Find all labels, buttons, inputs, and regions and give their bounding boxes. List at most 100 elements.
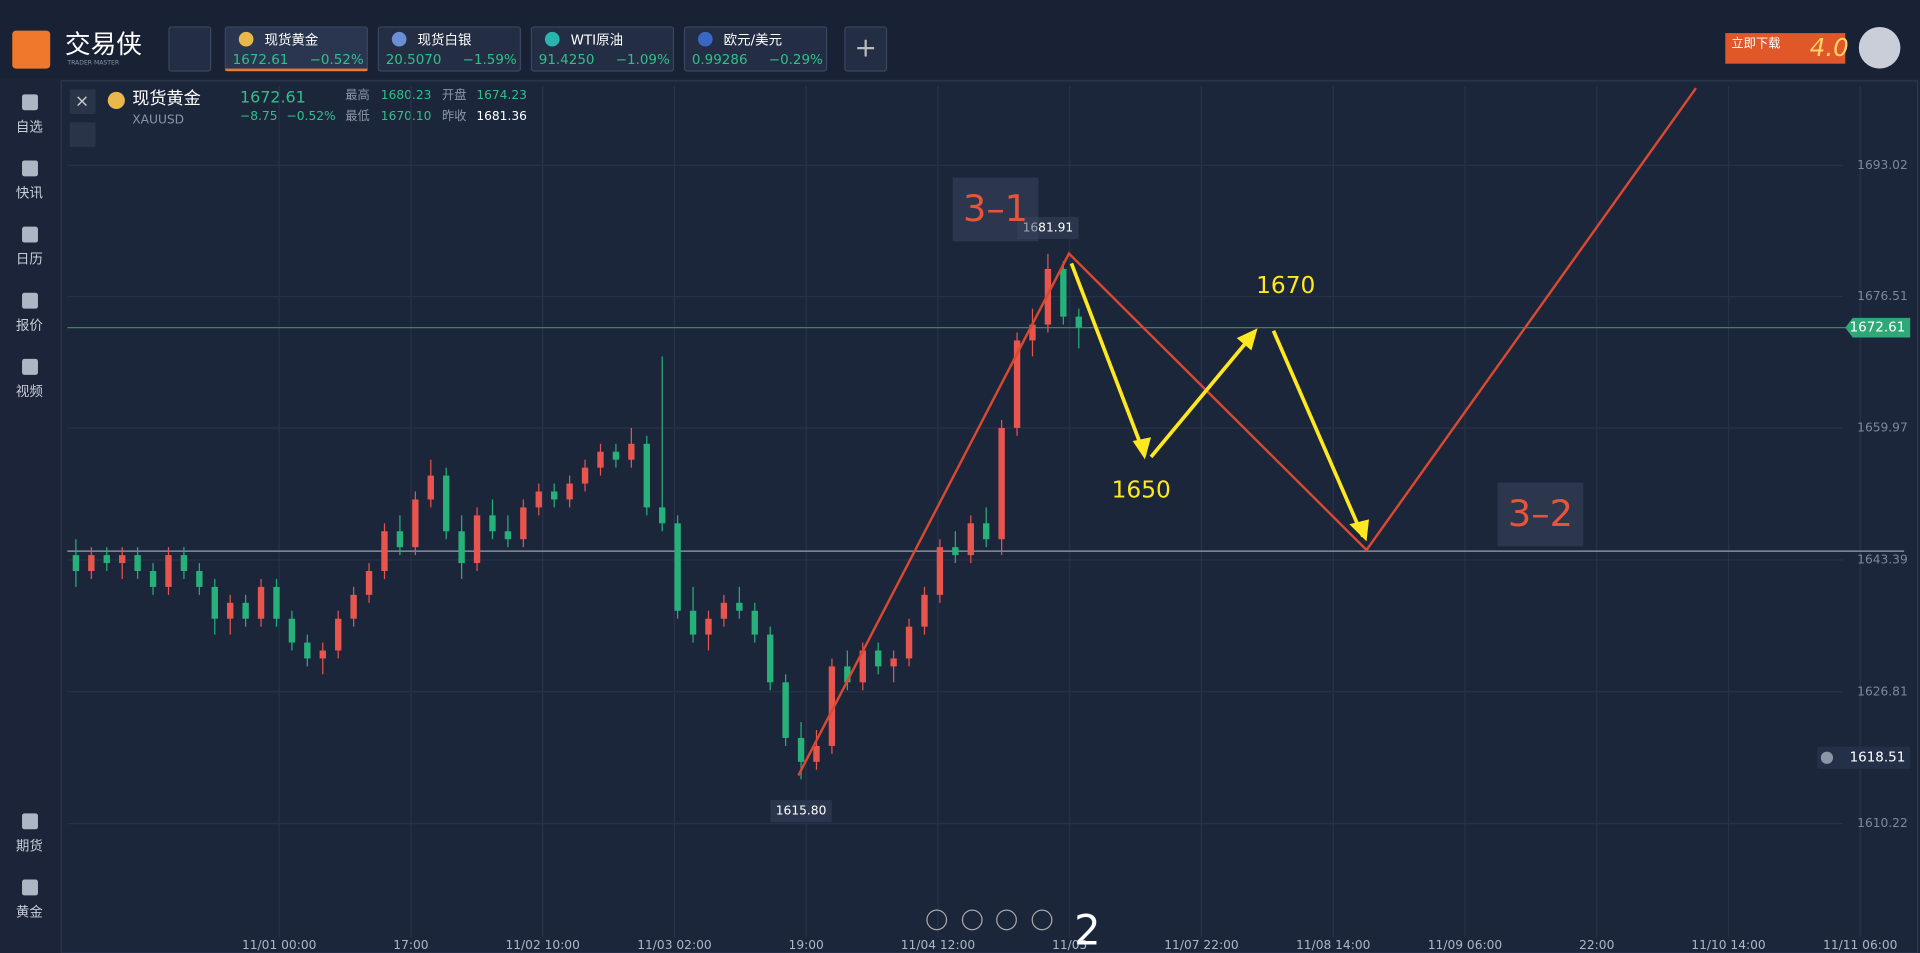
- label: 最高: [345, 87, 369, 102]
- change-pct: −0.52%: [287, 109, 336, 123]
- candle-body: [1060, 268, 1067, 317]
- candle-body: [782, 682, 789, 738]
- candle-body: [566, 483, 573, 500]
- value: 1674.23: [476, 88, 527, 102]
- y-tick-label: 1693.02: [1857, 158, 1908, 172]
- x-tick-label: 11/08 14:00: [1296, 938, 1370, 952]
- download-text: 立即下载: [1731, 36, 1780, 51]
- candle-body: [381, 531, 388, 572]
- zoom-out[interactable]: [926, 909, 948, 931]
- sidebar-label[interactable]: 报价: [16, 318, 43, 334]
- candle-body: [180, 555, 188, 572]
- quote-tab[interactable]: [683, 26, 828, 72]
- sidebar-label[interactable]: 日历: [16, 252, 43, 268]
- candle-body: [350, 594, 357, 619]
- download-banner[interactable]: [1725, 33, 1846, 64]
- label: 最低: [345, 109, 369, 123]
- candle-body: [365, 571, 373, 595]
- sidebar-icon[interactable]: [22, 879, 38, 896]
- candle-body: [983, 523, 990, 540]
- tab-change: −1.59%: [463, 52, 517, 68]
- sidebar-icon[interactable]: [22, 813, 38, 830]
- candle-body: [659, 507, 666, 524]
- candle-body: [921, 594, 928, 627]
- symbol-icon: [107, 91, 125, 110]
- x-tick-label: 11/10 14:00: [1691, 938, 1765, 952]
- tab-icon: [697, 31, 713, 47]
- sidebar-label[interactable]: 黄金: [16, 905, 43, 921]
- grid-button[interactable]: [168, 26, 212, 72]
- logo-text: 交易侠: [65, 30, 142, 60]
- logo-icon[interactable]: [12, 30, 51, 69]
- tab-name: 现货白银: [418, 31, 472, 48]
- forward[interactable]: [996, 909, 1017, 931]
- sidebar-label[interactable]: 快讯: [16, 186, 43, 202]
- candle-body: [967, 523, 974, 556]
- candle-body: [674, 523, 681, 611]
- sidebar-icon[interactable]: [22, 358, 38, 375]
- candle-body: [196, 571, 203, 587]
- candle-body: [273, 586, 280, 619]
- candle-body: [473, 515, 481, 564]
- x-tick-label: 19:00: [789, 938, 824, 952]
- sidebar-icon[interactable]: [22, 94, 38, 111]
- quote-tab[interactable]: [377, 26, 522, 72]
- x-tick-label: 22:00: [1579, 938, 1614, 952]
- plus: +: [854, 32, 877, 63]
- candle-body: [551, 491, 558, 500]
- annotation-box: [1497, 482, 1584, 547]
- tab-icon: [238, 31, 254, 47]
- candle-body: [288, 618, 296, 643]
- candle-body: [489, 515, 496, 532]
- avatar[interactable]: [1858, 26, 1901, 69]
- candle-body: [88, 555, 95, 572]
- candle-body: [597, 451, 604, 468]
- price: 1672.61: [240, 87, 306, 106]
- add-tab[interactable]: [844, 26, 888, 72]
- candle-body: [1075, 316, 1082, 328]
- sidebar-label[interactable]: 视频: [16, 384, 43, 400]
- x-tick-label: 11/01 00:00: [242, 938, 316, 952]
- y-tick-label: 1676.51: [1857, 289, 1908, 303]
- candle-body: [242, 602, 249, 619]
- chart: 11/01 00:00 17:00 11/02 10:00 11/03 02:00 19…: [67, 85, 1911, 953]
- trend-line: [797, 87, 1697, 776]
- value: 1670.10: [381, 109, 432, 123]
- tab-price: 0.99286: [692, 52, 748, 68]
- sidebar-icon[interactable]: [22, 160, 38, 177]
- x-tick-label: 11/03 02:00: [637, 938, 711, 952]
- arrowhead: [1236, 328, 1258, 351]
- candle-body: [998, 427, 1005, 540]
- rewind[interactable]: [961, 909, 983, 931]
- sidebar-label[interactable]: 期货: [16, 837, 43, 854]
- shrink-button[interactable]: [69, 122, 96, 147]
- sidebar-icon[interactable]: [22, 292, 38, 309]
- zoom-in[interactable]: [1031, 909, 1053, 931]
- symbol-name[interactable]: 现货黄金: [132, 89, 200, 109]
- low-label: 1615.80: [776, 804, 827, 818]
- download-badge: 4.0: [1810, 33, 1849, 62]
- x-tick-label: 11/04 12:00: [901, 938, 975, 952]
- candle-body: [890, 658, 897, 667]
- candle-body: [443, 475, 450, 532]
- candle-body: [828, 666, 836, 746]
- candle-body: [751, 610, 758, 635]
- quote-tab[interactable]: [530, 26, 675, 72]
- candle-body: [952, 547, 959, 556]
- x-tick-label: 11/11 06:00: [1823, 938, 1897, 952]
- candle-body: [149, 571, 157, 587]
- alert-tag[interactable]: [1817, 746, 1911, 769]
- candle-body: [797, 737, 805, 762]
- sidebar-label[interactable]: 自选: [16, 119, 43, 135]
- close-button[interactable]: [69, 89, 96, 114]
- label: 开盘: [442, 87, 466, 102]
- candle-body: [767, 634, 774, 683]
- candle-body: [119, 555, 126, 564]
- candle-body: [504, 531, 512, 540]
- candle-body: [427, 475, 434, 500]
- candle-body: [905, 626, 913, 659]
- sidebar-icon[interactable]: [22, 226, 38, 243]
- candle-body: [720, 602, 728, 619]
- candle-body: [134, 555, 141, 572]
- candle-body: [257, 586, 265, 619]
